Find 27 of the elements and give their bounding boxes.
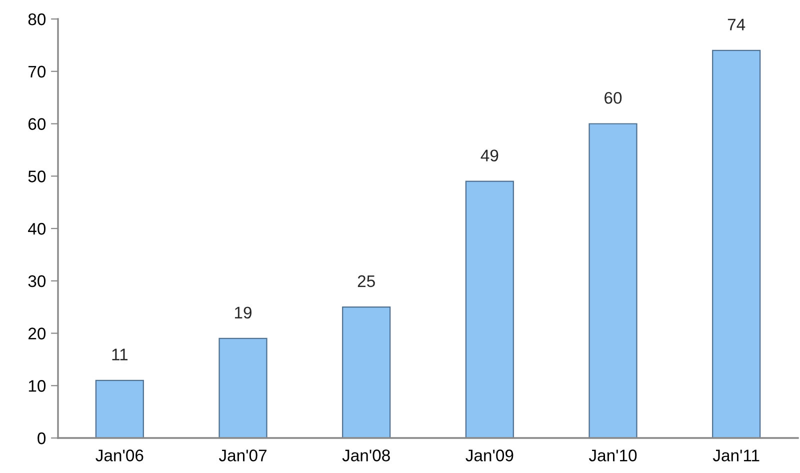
data-label: 19 — [235, 306, 252, 319]
y-tick-label: 80 — [28, 13, 46, 26]
y-tick-label: 10 — [28, 380, 46, 392]
y-tick-label: 40 — [28, 222, 46, 235]
bar — [712, 50, 761, 438]
data-label: 74 — [728, 18, 746, 30]
y-tick-label: 30 — [28, 275, 46, 288]
y-tick-label: 50 — [28, 170, 46, 182]
y-tick-label: 0 — [38, 432, 46, 444]
x-tick-label: Jan'06 — [96, 450, 144, 462]
bar — [465, 180, 514, 438]
data-label: 49 — [480, 150, 498, 162]
x-tick-label: Jan'08 — [342, 450, 390, 462]
data-label: 11 — [112, 348, 128, 360]
bar — [588, 123, 638, 438]
bar — [342, 306, 391, 438]
x-tick-label: Jan'10 — [588, 450, 637, 462]
bar — [95, 380, 144, 438]
x-tick-label: Jan'09 — [466, 450, 514, 462]
y-tick-label: 20 — [28, 328, 46, 340]
x-tick-label: Jan'07 — [218, 450, 266, 462]
y-tick-label: 70 — [28, 66, 46, 78]
data-label: 60 — [604, 92, 622, 104]
data-label: 25 — [358, 275, 375, 288]
bar — [218, 338, 268, 438]
x-tick-label: Jan'11 — [712, 450, 760, 462]
y-tick-label: 60 — [28, 118, 46, 130]
